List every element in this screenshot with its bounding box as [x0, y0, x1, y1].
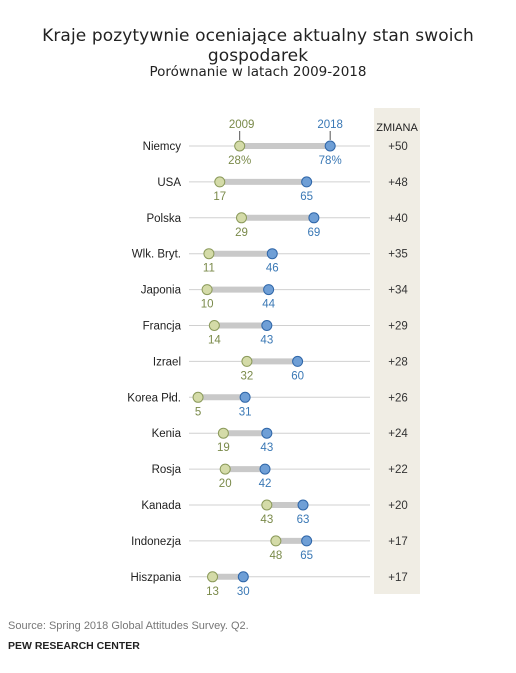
value-label-2009: 11: [203, 263, 215, 275]
dot-2018: [301, 176, 313, 188]
value-label-2009: 17: [213, 191, 226, 203]
dot-2009: [203, 248, 215, 260]
dot-2009: [241, 355, 253, 367]
value-label-2009: 13: [206, 586, 219, 598]
value-label-2018: 69: [307, 227, 320, 239]
change-value: +35: [388, 249, 408, 261]
source-note: Source: Spring 2018 Global Attitudes Sur…: [8, 620, 249, 632]
dot-2009: [235, 212, 247, 224]
value-label-2018: 30: [237, 586, 250, 598]
category-label: Francja: [143, 321, 182, 333]
value-label-2009: 29: [235, 227, 248, 239]
value-label-2009: 32: [241, 370, 254, 382]
value-label-2009: 48: [269, 550, 282, 562]
organization-name: PEW RESEARCH CENTER: [8, 640, 140, 652]
dot-2009: [217, 427, 229, 439]
category-label: Japonia: [141, 285, 182, 297]
change-value: +48: [388, 177, 408, 189]
legend-label-2018: 2018: [317, 119, 343, 131]
dot-2009: [208, 320, 220, 331]
value-label-2018: 43: [260, 335, 273, 347]
value-label-2009: 14: [208, 335, 221, 347]
value-label-2009: 5: [195, 406, 201, 418]
chart-subtitle: Porównanie w latach 2009-2018: [149, 64, 367, 80]
value-label-2018: 44: [262, 299, 275, 311]
value-label-2018: 63: [297, 514, 310, 526]
value-label-2018: 78%: [319, 155, 342, 167]
dot-2009: [261, 499, 273, 511]
category-label: Indonezja: [131, 536, 181, 548]
chart-title: Kraje pozytywnie oceniające aktualny sta…: [42, 26, 474, 66]
value-label-2009: 10: [201, 299, 214, 311]
dot-2009: [234, 140, 246, 152]
dot-2009: [192, 391, 204, 403]
dot-2009: [270, 535, 282, 547]
category-label: Niemcy: [143, 141, 182, 153]
category-label: Korea Płd.: [127, 392, 181, 404]
dot-2018: [308, 212, 320, 224]
change-value: +17: [388, 572, 408, 584]
dot-2018: [237, 571, 249, 583]
dot-2018: [297, 499, 309, 511]
change-value: +40: [388, 213, 408, 225]
change-value: +17: [388, 536, 408, 548]
category-label: Polska: [146, 213, 181, 225]
value-label-2009: 19: [217, 442, 230, 454]
change-value: +50: [388, 141, 408, 153]
value-label-2009: 20: [219, 478, 232, 490]
dot-2009: [207, 571, 219, 583]
change-value: +20: [388, 500, 408, 512]
change-column-band: [374, 108, 420, 594]
dot-2018: [292, 355, 304, 367]
dot-2009: [219, 463, 231, 475]
dot-2018: [324, 140, 336, 152]
dot-2018: [259, 463, 271, 475]
value-label-2018: 65: [300, 191, 313, 203]
category-label: Kanada: [141, 500, 181, 512]
change-value: +34: [388, 285, 408, 297]
dot-2018: [266, 248, 278, 260]
value-label-2018: 31: [239, 406, 252, 418]
dot-2018: [261, 427, 273, 439]
dot-2018: [301, 535, 313, 547]
dot-2009: [214, 176, 226, 188]
change-value: +26: [388, 392, 408, 404]
category-label: Hiszpania: [131, 572, 182, 584]
value-label-2009: 28%: [228, 155, 251, 167]
legend-label-2009: 2009: [229, 119, 255, 131]
change-value: +24: [388, 428, 408, 440]
change-header: ZMIANA: [376, 122, 418, 134]
category-label: Rosja: [152, 464, 182, 476]
value-label-2018: 46: [266, 263, 279, 275]
dot-2018: [261, 320, 273, 331]
change-value: +28: [388, 356, 408, 368]
category-label: Wlk. Bryt.: [132, 249, 181, 261]
dot-2018: [239, 391, 251, 403]
value-label-2018: 60: [291, 370, 304, 382]
category-label: Izrael: [153, 356, 181, 368]
change-value: +22: [388, 464, 408, 476]
change-value: +29: [388, 321, 408, 333]
category-label: USA: [157, 177, 181, 189]
value-label-2018: 43: [260, 442, 273, 454]
value-label-2018: 65: [300, 550, 313, 562]
dot-2009: [201, 284, 213, 296]
value-label-2018: 42: [259, 478, 272, 490]
category-label: Kenia: [152, 428, 182, 440]
dot-2018: [263, 284, 275, 296]
value-label-2009: 43: [260, 514, 273, 526]
